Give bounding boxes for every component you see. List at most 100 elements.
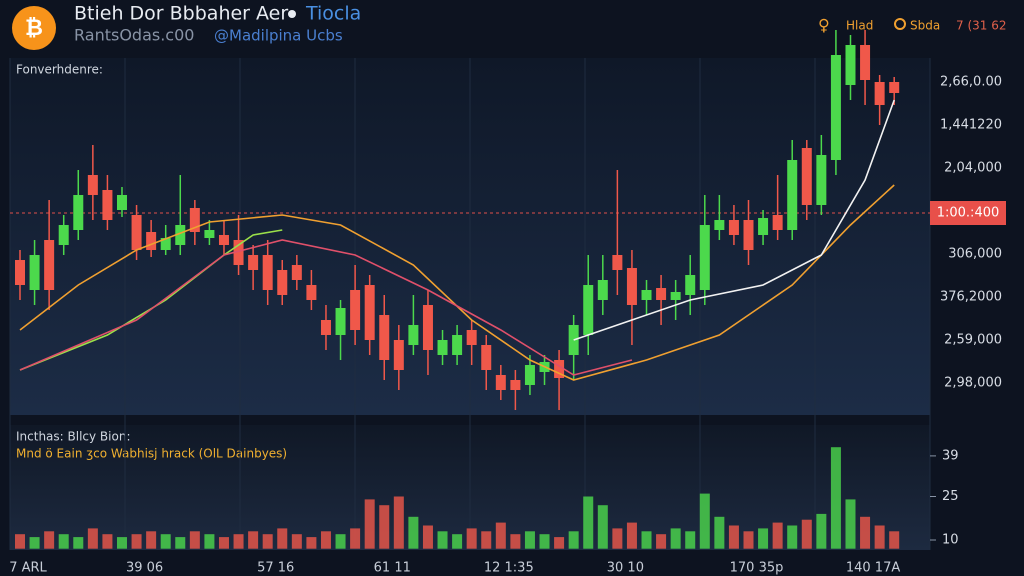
badge: Tiocla: [305, 3, 361, 25]
candle-body: [510, 380, 521, 390]
candle-body: [306, 285, 317, 300]
volume-bar: [656, 534, 667, 549]
candle-body: [845, 45, 856, 85]
volume-bar: [58, 534, 69, 549]
volume-bar: [102, 534, 113, 549]
pane-label: Incthas: Bllcy Bion:: [16, 430, 131, 444]
volume-bar: [597, 505, 608, 549]
candle-body: [291, 265, 302, 280]
volume-bar: [146, 531, 157, 549]
volume-bar: [860, 516, 871, 549]
volume-bar: [160, 534, 171, 549]
candle-body: [116, 195, 127, 210]
candle-body: [233, 240, 244, 265]
x-tick-label: 140 17A: [846, 561, 900, 576]
subtitle: RantsOdas.c00: [74, 26, 194, 45]
dot: [288, 10, 296, 18]
volume-bar: [15, 534, 25, 549]
candle-body: [656, 288, 667, 300]
volume-bar: [466, 528, 477, 549]
volume-bar: [320, 531, 331, 549]
tool[interactable]: Sbda: [910, 19, 940, 33]
candle-body: [146, 232, 157, 250]
candle-body: [15, 260, 25, 285]
volume-bar: [218, 537, 229, 549]
volume-bar: [452, 534, 463, 549]
volume-bar: [393, 496, 404, 549]
candle-body: [58, 225, 69, 245]
candle-body: [743, 220, 754, 250]
candle-body: [437, 340, 448, 355]
candle-body: [554, 360, 565, 378]
price-tag: [930, 201, 1006, 225]
handle[interactable]: @Madilpina Ucbs: [214, 27, 343, 45]
moving-average: [573, 99, 895, 341]
volume-bar: [233, 534, 244, 549]
search-icon[interactable]: [894, 18, 906, 30]
candle-body: [728, 220, 739, 235]
volume-bar: [758, 528, 769, 549]
volume-bar: [364, 499, 375, 549]
candle-body: [495, 375, 506, 390]
candle-body: [44, 240, 55, 290]
candle-body: [393, 340, 404, 370]
candle-body: [641, 290, 652, 300]
candle-body: [189, 208, 200, 232]
x-tick-label: 30 10: [607, 561, 644, 576]
volume-bar: [583, 496, 594, 549]
candle-body: [787, 160, 798, 230]
candle-body: [626, 268, 637, 305]
candle-body: [422, 305, 433, 350]
candle-body: [364, 285, 375, 340]
candle-body: [583, 285, 594, 335]
candle-body: [218, 235, 229, 245]
volume-bar: [44, 531, 55, 549]
moving-average: [19, 239, 633, 376]
candle-body: [612, 255, 623, 270]
tool-icon[interactable]: ♀: [818, 16, 830, 35]
tool[interactable]: Hlad: [846, 19, 873, 33]
volume-bar: [248, 531, 259, 549]
volume-bar: [670, 528, 681, 549]
volume-bar: [743, 531, 754, 549]
candle-body: [262, 255, 273, 290]
volume-bar: [481, 531, 492, 549]
x-tick-label: 57 16: [257, 561, 294, 576]
volume-bar: [714, 516, 725, 549]
volume-bar: [524, 531, 535, 549]
candle-body: [758, 218, 769, 235]
volume-bar: [87, 528, 98, 549]
volume-bar: [262, 534, 273, 549]
volume-bar: [510, 534, 521, 549]
price-label: 2,04,000: [944, 161, 1002, 176]
coin-icon: [12, 6, 56, 50]
volume-bar: [175, 537, 186, 549]
volume-bar: [685, 531, 696, 549]
price-label: 1,441220: [940, 118, 1002, 133]
volume-bar: [845, 499, 856, 549]
pane-label: Fonverhdenre:: [16, 63, 103, 77]
candle-body: [889, 82, 900, 93]
candle-body: [481, 345, 492, 370]
volume-bar: [728, 525, 739, 549]
tool[interactable]: 7 (31 62: [956, 19, 1006, 33]
volume-bar: [379, 505, 390, 549]
volume-bar: [830, 447, 841, 549]
volume-bar: [73, 537, 84, 549]
x-tick-label: 61 11: [374, 561, 411, 576]
candle-body: [379, 315, 390, 360]
x-tick-label: 7 ARL: [9, 561, 47, 576]
volume-bar: [641, 531, 652, 549]
candle-body: [597, 280, 608, 300]
candle-body: [699, 225, 710, 290]
candle-body: [175, 225, 186, 245]
volume-bar: [437, 531, 448, 549]
volume-bar: [131, 534, 142, 549]
x-tick-label: 170 35p: [730, 561, 784, 576]
y-tick-label: 10: [942, 533, 959, 548]
volume-bar: [408, 516, 419, 549]
volume-bar: [116, 537, 127, 549]
candle-body: [685, 275, 696, 295]
candle-body: [466, 330, 477, 345]
price-label: 306,000: [948, 247, 1002, 262]
